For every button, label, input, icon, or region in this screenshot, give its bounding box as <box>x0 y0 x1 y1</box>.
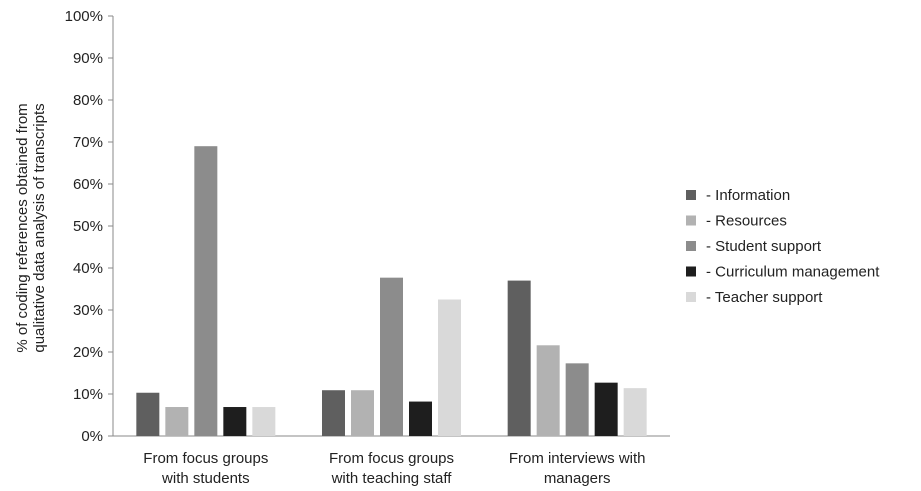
bars <box>136 146 647 436</box>
legend-swatch <box>686 190 696 200</box>
y-tick-label: 40% <box>73 260 103 277</box>
legend-swatch <box>686 266 696 277</box>
y-tick-label: 10% <box>73 386 103 403</box>
x-tick-label: managers <box>544 470 611 486</box>
bar <box>380 277 403 436</box>
x-tick-label: From focus groups <box>143 450 268 467</box>
y-tick-label: 30% <box>73 302 103 319</box>
y-tick-label: 50% <box>73 218 103 235</box>
x-tick-label: From focus groups <box>329 450 454 467</box>
legend-label: - Resources <box>706 213 787 230</box>
y-tick-label: 70% <box>73 134 103 151</box>
bar <box>165 407 189 436</box>
bar <box>536 345 560 436</box>
y-tick-label: 80% <box>73 92 103 109</box>
y-tick-label: 60% <box>73 176 103 193</box>
legend-swatch <box>686 292 696 302</box>
y-tick-label: 0% <box>81 428 103 445</box>
bar <box>565 363 589 436</box>
legend-label: - Curriculum management <box>706 264 880 281</box>
legend-swatch <box>686 241 696 251</box>
bar <box>623 388 647 436</box>
legend: - Information - Resources - Student suppor… <box>686 187 880 306</box>
bar <box>409 401 432 436</box>
bar <box>507 280 531 436</box>
bar <box>594 382 618 436</box>
bar <box>438 299 461 436</box>
x-tick-label: From interviews with <box>509 450 646 467</box>
x-tick-label: with teaching staff <box>331 470 453 486</box>
y-axis-label: % of coding references obtained from qua… <box>14 103 48 352</box>
y-axis-ticks: 0% 10% 20% 30% 40% 50% 60% 70% 80% 90% 100% <box>65 8 113 445</box>
bar <box>223 407 247 436</box>
y-tick-label: 20% <box>73 344 103 361</box>
y-axis-label-line: qualitative data analysis of transcripts <box>31 103 48 352</box>
bar <box>252 407 276 436</box>
y-tick-label: 90% <box>73 50 103 67</box>
y-axis-label-line: % of coding references obtained from <box>14 103 31 352</box>
bar <box>194 146 218 436</box>
x-tick-label: with students <box>161 470 250 486</box>
legend-label: - Student support <box>706 238 822 255</box>
bar <box>136 392 160 436</box>
legend-label: - Teacher support <box>706 289 823 306</box>
legend-swatch <box>686 215 696 226</box>
legend-label: - Information <box>706 187 790 204</box>
x-axis-labels: From focus groups with students From focus… <box>143 450 646 487</box>
bar <box>351 390 374 436</box>
bar <box>322 390 345 436</box>
y-tick-label: 100% <box>65 8 103 25</box>
